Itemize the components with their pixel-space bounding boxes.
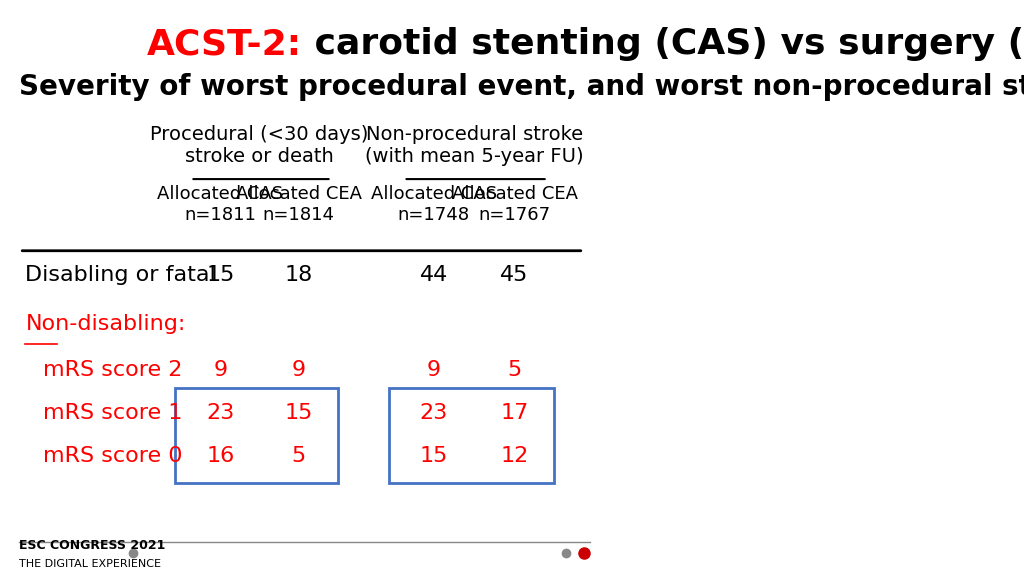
Text: Allocated CAS
n=1748: Allocated CAS n=1748	[371, 185, 497, 223]
Bar	[175, 388, 338, 483]
Text: 15: 15	[285, 403, 312, 423]
Text: 18: 18	[285, 265, 312, 285]
Text: 44: 44	[420, 265, 447, 285]
Text: carotid stenting (CAS) vs surgery (CEA): carotid stenting (CAS) vs surgery (CEA)	[301, 27, 1024, 61]
Text: 9: 9	[427, 359, 440, 380]
Text: 23: 23	[207, 403, 234, 423]
Text: Non-procedural stroke
(with mean 5-year FU): Non-procedural stroke (with mean 5-year …	[365, 124, 584, 166]
Text: Allocated CAS
n=1811: Allocated CAS n=1811	[158, 185, 284, 223]
Text: Allocated CEA
n=1814: Allocated CEA n=1814	[236, 185, 361, 223]
Text: 15: 15	[420, 446, 447, 465]
Text: mRS score 2: mRS score 2	[43, 359, 182, 380]
Text: Non-disabling:: Non-disabling:	[26, 314, 185, 334]
Text: 5: 5	[508, 359, 522, 380]
Text: 5: 5	[292, 446, 305, 465]
Text: 23: 23	[420, 403, 447, 423]
Text: ACST-2:: ACST-2:	[146, 27, 301, 61]
Text: mRS score 0: mRS score 0	[43, 446, 183, 465]
Text: ESC CONGRESS 2021: ESC CONGRESS 2021	[19, 539, 166, 552]
Text: 9: 9	[292, 359, 305, 380]
Text: 12: 12	[501, 446, 528, 465]
Text: mRS score 1: mRS score 1	[43, 403, 182, 423]
Bar	[388, 388, 554, 483]
Text: Severity of worst procedural event, and worst non-procedural stroke: Severity of worst procedural event, and …	[19, 73, 1024, 101]
Text: 15: 15	[206, 265, 234, 285]
Text: Allocated CEA
n=1767: Allocated CEA n=1767	[452, 185, 578, 223]
Text: 16: 16	[207, 446, 234, 465]
Text: 17: 17	[501, 403, 528, 423]
Text: Procedural (<30 days)
stroke or death: Procedural (<30 days) stroke or death	[151, 124, 369, 166]
Text: 45: 45	[501, 265, 528, 285]
Text: THE DIGITAL EXPERIENCE: THE DIGITAL EXPERIENCE	[19, 559, 162, 569]
Text: Disabling or fatal: Disabling or fatal	[26, 265, 216, 285]
Text: 9: 9	[213, 359, 227, 380]
